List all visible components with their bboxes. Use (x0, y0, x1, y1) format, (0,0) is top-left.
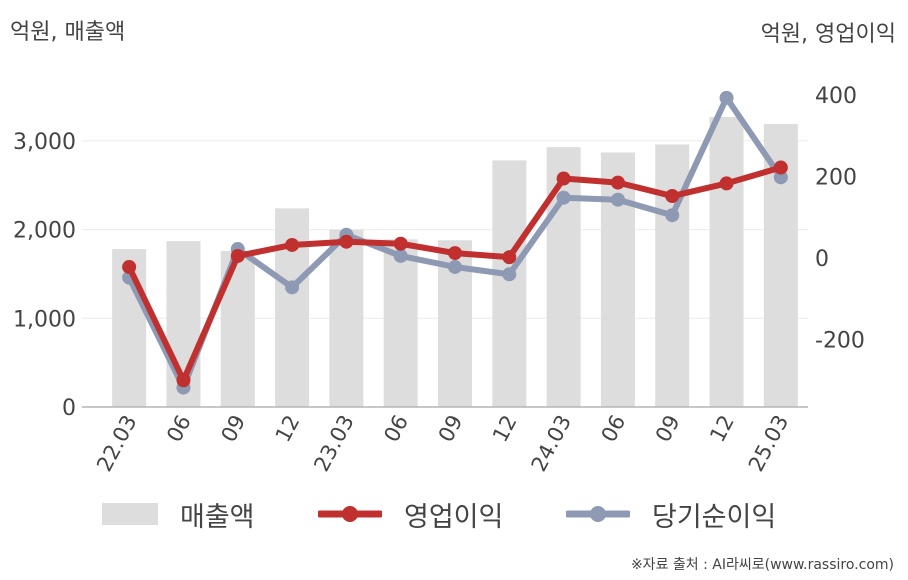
x-tick-label-0: 22.03 (92, 411, 141, 475)
legend-label-revenue: 매출액 (180, 501, 255, 533)
revenue-bar-8 (546, 147, 581, 407)
legend-line-swatch-gray (566, 506, 630, 522)
left-tick-label-3: 3,000 (13, 130, 76, 155)
profit-lines (122, 90, 788, 395)
right-tick-label-1: 0 (815, 247, 829, 272)
x-tick-label-1: 06 (162, 411, 196, 446)
left-tick-label-2: 2,000 (13, 219, 76, 244)
net-income-point-3 (285, 280, 300, 295)
operating-profit-point-11 (719, 176, 734, 191)
right-tick-label-3: 400 (815, 84, 857, 109)
x-tick-label-4: 23.03 (309, 411, 358, 475)
revenue-bar-7 (492, 160, 527, 407)
x-tick-label-8: 24.03 (527, 411, 576, 475)
legend-bar-swatch (102, 503, 158, 525)
operating-profit-point-2 (230, 248, 245, 263)
right-axis-unit-label: 억원, 영업이익 (760, 22, 896, 47)
x-tick-label-5: 06 (379, 411, 413, 446)
left-tick-label-0: 0 (62, 396, 76, 421)
x-tick-label-11: 12 (705, 411, 739, 446)
operating-profit-point-4 (339, 234, 354, 249)
revenue-bar-4 (329, 229, 364, 407)
net-income-point-5 (393, 248, 408, 263)
net-income-point-9 (610, 192, 625, 207)
operating-profit-point-10 (665, 189, 680, 204)
x-tick-label-7: 12 (488, 411, 522, 446)
legend-item-operating-profit: 영업이익 (318, 494, 503, 534)
legend-label-net-income: 당기순이익 (652, 501, 777, 533)
x-tick-label-3: 12 (271, 411, 305, 446)
revenue-bar-5 (383, 239, 418, 407)
net-income-point-10 (665, 208, 680, 223)
net-income-point-8 (556, 190, 571, 205)
operating-profit-point-6 (448, 246, 462, 261)
right-tick-label-0: -200 (815, 329, 865, 354)
legend-label-operating-profit: 영업이익 (404, 501, 504, 533)
revenue-bar-9 (600, 152, 635, 407)
source-credit: ※자료 출처 : AI라씨로(www.rassiro.com) (630, 557, 894, 573)
operating-profit-point-9 (610, 175, 625, 190)
x-tick-label-6: 09 (434, 411, 468, 446)
revenue-bar-11 (709, 116, 744, 408)
operating-profit-point-3 (285, 237, 300, 252)
operating-profit-point-12 (773, 160, 788, 175)
operating-profit-point-8 (556, 171, 571, 186)
left-axis-unit-label: 억원, 매출액 (10, 20, 126, 45)
operating-profit-point-1 (176, 373, 191, 388)
right-tick-label-2: 200 (815, 166, 857, 191)
net-income-point-11 (719, 90, 734, 105)
operating-profit-point-0 (122, 259, 137, 274)
x-tick-label-12: 25.03 (744, 411, 793, 475)
x-tick-label-2: 09 (216, 411, 250, 446)
left-tick-label-1: 1,000 (13, 307, 76, 332)
legend-item-revenue: 매출액 (102, 494, 255, 534)
legend-item-net-income: 당기순이익 (566, 494, 776, 534)
x-tick-label-9: 06 (597, 411, 631, 446)
operating-profit-point-5 (393, 236, 408, 251)
legend-line-swatch-red (318, 506, 382, 522)
net-income-point-12 (773, 170, 788, 185)
net-income-point-7 (502, 267, 517, 282)
legend: 매출액 영업이익 당기순이익 (0, 494, 908, 534)
net-income-point-6 (448, 259, 462, 274)
revenue-bars (112, 116, 798, 408)
operating-profit-point-7 (502, 250, 517, 265)
x-tick-label-10: 09 (651, 411, 685, 446)
